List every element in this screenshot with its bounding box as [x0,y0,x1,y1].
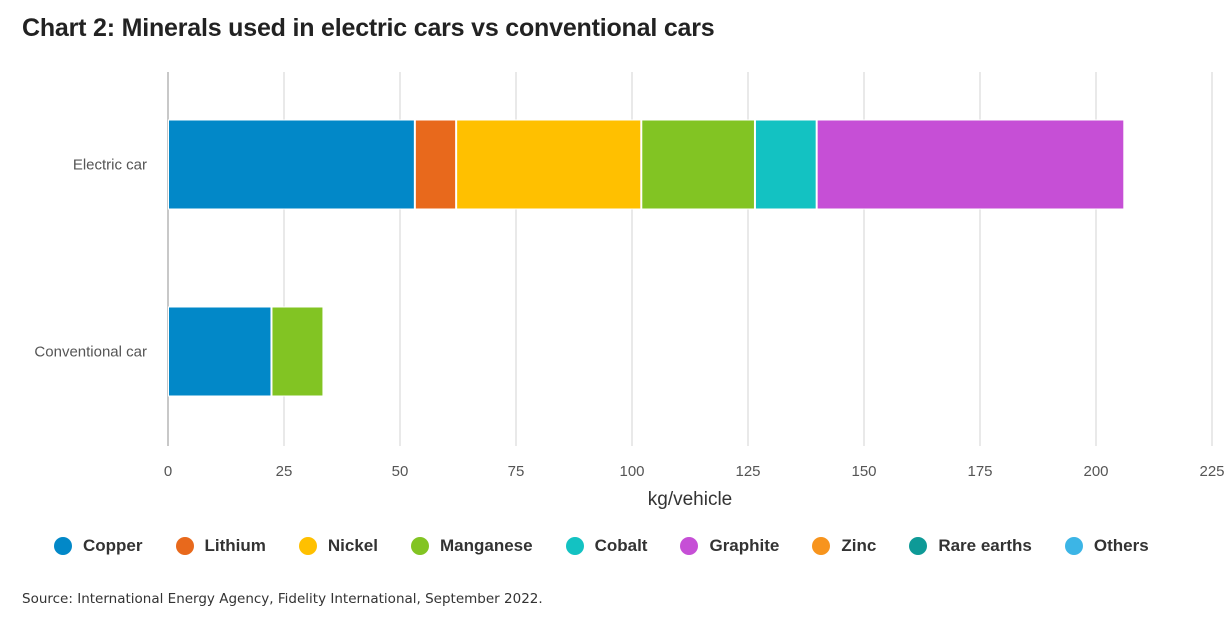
x-tick-label: 25 [276,463,293,480]
legend-item-copper[interactable]: Copper [54,536,143,556]
legend-label: Nickel [327,536,378,555]
legend-swatch [812,537,831,555]
legend-item-rare-earths[interactable]: Rare earths [909,536,1032,556]
x-tick-label: 175 [967,463,992,480]
x-tick-label: 0 [164,463,172,480]
legend-item-lithium[interactable]: Lithium [175,536,266,556]
legend-swatch [410,537,429,555]
legend-label: Copper [83,536,143,555]
category-labels: Electric car Conventional car [34,157,147,361]
legend-label: Manganese [439,536,533,555]
bar-graphite[interactable]: Electric car – Graphite: 66.3 [816,119,1125,210]
legend-swatch [298,537,317,555]
legend-label: Zinc [841,536,877,555]
legend-label: Lithium [204,536,266,555]
x-tick-label: 200 [1083,463,1108,480]
category-label: Electric car [73,157,147,174]
legend-item-cobalt[interactable]: Cobalt [565,536,648,556]
legend-item-graphite[interactable]: Graphite [680,536,779,556]
legend-item-others[interactable]: Others [1064,536,1149,556]
legend-swatch [1064,537,1083,555]
chart-title: Chart 2: Minerals used in electric cars … [22,14,715,42]
legend-label: Graphite [709,536,780,555]
source-note: Source: International Energy Agency, Fid… [22,591,543,607]
chart-plot: Electric car – Copper: 53.2Electric car … [34,72,1225,510]
x-tick-label: 100 [619,463,644,480]
legend-swatch [565,537,584,555]
x-tick-label: 50 [392,463,409,480]
legend-item-manganese[interactable]: Manganese [410,536,533,556]
legend-swatch [680,537,699,555]
legend-swatch [909,537,928,555]
x-tick-label: 225 [1199,463,1224,480]
x-tick-label: 150 [851,463,876,480]
x-tick-label: 125 [735,463,760,480]
legend-item-zinc[interactable]: Zinc [812,536,876,556]
x-tick-labels: 0 25 50 75 100 125 150 175 200 225 [164,463,1225,480]
bar-copper[interactable]: Electric car – Copper: 53.2 [168,119,415,210]
bar-copper[interactable]: Conventional car – Copper: 22.3 [168,306,272,397]
bar-cobalt[interactable]: Electric car – Cobalt: 13.3 [754,119,817,210]
bar-nickel[interactable]: Electric car – Nickel: 39.9 [456,119,642,210]
legend-item-nickel[interactable]: Nickel [298,536,378,556]
legend-swatch [54,537,72,555]
x-axis-label: kg/vehicle [648,489,733,510]
legend-swatch [175,537,194,555]
bar-manganese[interactable]: Conventional car – Manganese: 11.2 [271,306,324,397]
bars: Electric car – Copper: 53.2Electric car … [168,119,1125,397]
legend: Copper Lithium Nickel Manganese Cobalt Graphi… [54,536,1182,556]
legend-label: Others [1093,536,1149,555]
bar-manganese[interactable]: Electric car – Manganese: 24.5 [641,119,755,210]
legend-label: Cobalt [594,536,648,555]
bar-lithium[interactable]: Electric car – Lithium: 8.9 [414,119,457,210]
x-tick-label: 75 [508,463,525,480]
legend-label: Rare earths [938,536,1032,555]
category-label: Conventional car [34,344,147,361]
